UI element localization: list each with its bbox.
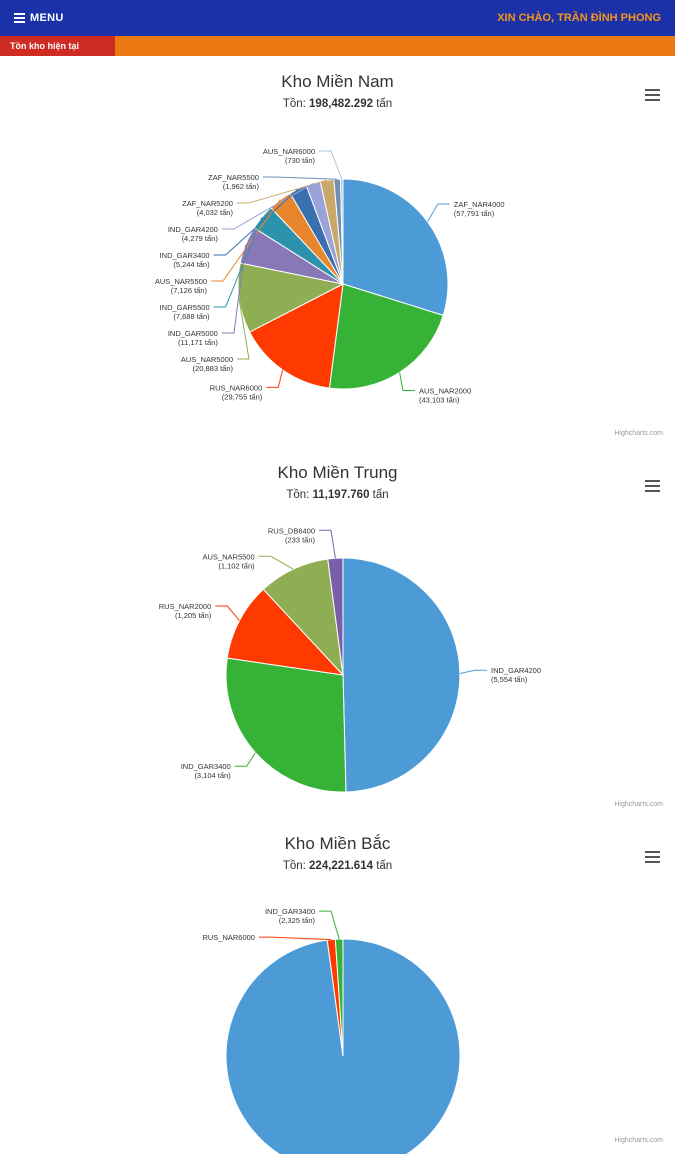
subtitle-unit: tấn: [372, 489, 389, 501]
chart-title: Kho Miền Bắc: [284, 834, 391, 853]
slice-label: RUS_NAR6000: [202, 933, 255, 942]
hamburger-icon: [645, 480, 660, 492]
label-connector: [211, 199, 281, 282]
label-connector: [234, 752, 256, 767]
subtitle-prefix: Tồn:: [282, 98, 306, 110]
subtitle-prefix: Tồn:: [286, 489, 310, 501]
label-connector: [215, 605, 240, 621]
label-connector: [263, 176, 338, 180]
chart-subtitle: Tồn: 11,197.760 tấn: [0, 489, 675, 501]
label-connector: [399, 372, 415, 391]
pie-slice-RUS_DB6400[interactable]: [327, 557, 344, 676]
tab-ton-kho-hien-tai[interactable]: Tồn kho hiện tại: [0, 36, 115, 56]
chart-title: Kho Miền Nam: [281, 72, 394, 91]
label-connector: [319, 910, 340, 940]
top-navbar: MENU XIN CHÀO, TRẦN ĐÌNH PHONG: [0, 0, 675, 36]
pie-slice-IND_GAR4200[interactable]: [342, 557, 461, 793]
slice-label: IND_GAR5000 (11,171 tấn): [168, 329, 219, 347]
slice-label: ZAF_NAR4000 (57,791 tấn): [454, 200, 505, 218]
subtitle-total: 224,221.614: [309, 860, 373, 872]
label-connector: [221, 244, 247, 334]
slice-label: AUS_NAR5500 (7,126 tấn): [155, 277, 208, 295]
chart-subtitle: Tồn: 224,221.614 tấn: [0, 860, 675, 872]
menu-label: MENU: [30, 12, 64, 24]
label-connector: [319, 529, 336, 559]
label-connector: [213, 217, 263, 308]
chart-subtitle: Tồn: 198,482.292 tấn: [0, 98, 675, 110]
menu-button[interactable]: MENU: [0, 11, 64, 25]
subtitle-total: 11,197.760: [312, 489, 370, 501]
subtitle-unit: tấn: [376, 860, 393, 872]
slice-label: IND_GAR5500 (7,688 tấn): [160, 303, 211, 321]
hamburger-icon: [645, 851, 660, 863]
slice-label: IND_GAR3400 (2,325 tấn): [265, 907, 316, 925]
slice-label: AUS_NAR5000 (20,883 tấn): [181, 355, 234, 373]
pie-chart[interactable]: ZAF_NAR4000 (57,791 tấn) AUS_NAR2000 (43,10…: [0, 72, 675, 447]
pie-slice-ZAF_NAR4000[interactable]: [342, 178, 449, 316]
slice-label: IND_GAR3400 (3,104 tấn): [181, 762, 232, 780]
pie-slice-AUS_NAR5500[interactable]: [262, 558, 344, 677]
subtitle-total: 198,482.292: [309, 98, 373, 110]
hamburger-icon: [645, 89, 660, 101]
slice-label: ZAF_NAR5500 (1,962 tấn): [208, 173, 259, 191]
label-connector: [237, 179, 328, 204]
sub-tabbar: Tồn kho hiện tại: [0, 36, 675, 56]
slice-label: AUS_NAR5500 (1,102 tấn): [203, 552, 256, 570]
label-connector: [221, 182, 314, 230]
chart-context-menu-button[interactable]: [642, 86, 663, 104]
subtitle-prefix: Tồn:: [282, 860, 306, 872]
label-connector: [459, 669, 487, 674]
chart-context-menu-button[interactable]: [642, 848, 663, 866]
highcharts-credits-link[interactable]: Highcharts.com: [614, 801, 663, 808]
highcharts-credits-link[interactable]: Highcharts.com: [614, 1137, 663, 1144]
label-connector: [266, 369, 284, 388]
pie-slice-AUS_NAR5000[interactable]: [237, 262, 345, 333]
slice-label: IND_GAR3400 (5,244 tấn): [160, 251, 211, 269]
label-connector: [213, 188, 299, 256]
pie-chart[interactable]: IND_GAR3400 (2,325 tấn) RUS_NAR6000: [0, 834, 675, 1154]
label-connector: [427, 203, 450, 223]
slice-label: AUS_NAR6000 (730 tấn): [263, 147, 316, 165]
slice-label: IND_GAR4200 (4,279 tấn): [168, 225, 219, 243]
pie-chart[interactable]: IND_GAR4200 (5,554 tấn) RUS_DB6400 (233 tấn…: [0, 463, 675, 818]
chart-kho-mien-trung: Kho Miền Trung Tồn: 11,197.760 tấn IND_G…: [0, 463, 675, 818]
label-connector: [259, 936, 332, 941]
label-connector: [258, 555, 294, 570]
hamburger-icon: [14, 11, 25, 25]
chart-kho-mien-bac: Kho Miền Bắc Tồn: 224,221.614 tấn IND_GA…: [0, 834, 675, 1154]
chart-title: Kho Miền Trung: [277, 463, 398, 482]
label-connector: [319, 150, 343, 180]
pie-slice-IND_GAR3400[interactable]: [225, 657, 347, 793]
pie-slice-AUS_NAR2000[interactable]: [328, 283, 444, 390]
slice-label: ZAF_NAR5200 (4,032 tấn): [182, 199, 233, 217]
slice-label: RUS_DB6400 (233 tấn): [268, 526, 316, 544]
slice-label: IND_GAR4200 (5,554 tấn): [491, 666, 541, 684]
subtitle-unit: tấn: [376, 98, 393, 110]
chart-context-menu-button[interactable]: [642, 477, 663, 495]
pie-slice-RUS_NAR2000[interactable]: [226, 588, 345, 676]
chart-kho-mien-nam: Kho Miền Nam Tồn: 198,482.292 tấn ZAF_NA…: [0, 72, 675, 447]
slice-label: AUS_NAR2000 (43,103 tấn): [419, 387, 471, 405]
slice-label: RUS_NAR6000 (29,755 tấn): [210, 383, 263, 401]
slice-label: RUS_NAR2000 (1,205 tấn): [159, 602, 212, 620]
label-connector: [237, 298, 250, 360]
user-greeting: XIN CHÀO, TRẦN ĐÌNH PHONG: [497, 12, 661, 24]
highcharts-credits-link[interactable]: Highcharts.com: [614, 430, 663, 437]
